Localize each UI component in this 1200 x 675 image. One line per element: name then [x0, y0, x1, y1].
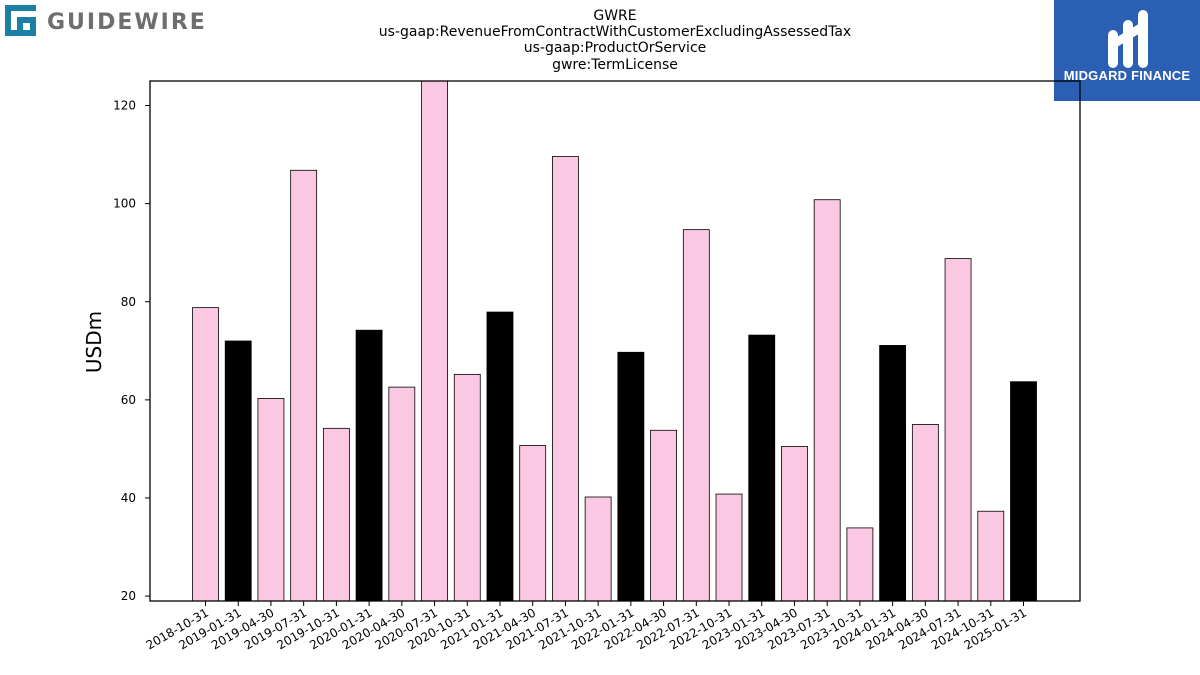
y-tick-label: 40 — [121, 491, 136, 505]
bar-2025-01-31 — [1010, 381, 1037, 602]
bar-2022-04-30 — [650, 429, 677, 602]
bar-2019-01-31 — [224, 340, 252, 602]
guidewire-logo-icon — [5, 5, 36, 36]
y-tick-label: 60 — [121, 393, 136, 407]
bar-2021-01-31 — [486, 311, 514, 602]
bar-2024-04-30 — [911, 423, 939, 602]
bar-2023-07-31 — [813, 199, 841, 602]
bar-2024-01-31 — [879, 345, 907, 602]
y-axis-ticks: 20 40 60 80 100 120 — [113, 99, 150, 603]
midgard-finance-logo-text: MIDGARD FINANCE — [1063, 68, 1191, 83]
bar-2024-10-31 — [977, 510, 1005, 602]
y-tick-label: 20 — [121, 589, 136, 603]
bar-2021-10-31 — [584, 496, 612, 602]
midgard-finance-logo-mark — [1108, 10, 1148, 68]
bar-2019-10-31 — [322, 427, 350, 602]
bar-2021-07-31 — [552, 156, 579, 602]
chart-title-line-1: GWRE — [593, 8, 636, 24]
bar-2024-07-31 — [944, 258, 972, 602]
bar-2023-01-31 — [748, 334, 776, 602]
bar-2019-07-31 — [290, 169, 318, 602]
bar-2020-04-30 — [388, 386, 416, 602]
bar-2019-04-30 — [257, 397, 285, 602]
chart-title: GWRE us-gaap:RevenueFromContractWithCust… — [379, 8, 851, 73]
midgard-finance-logo: MIDGARD FINANCE — [1054, 0, 1200, 101]
bar-2021-04-30 — [519, 445, 547, 602]
bars-group — [192, 80, 1037, 602]
chart-title-line-3: us-gaap:ProductOrService — [524, 40, 707, 56]
chart-title-line-4: gwre:TermLicense — [552, 57, 678, 73]
y-axis-label: USDm — [82, 311, 106, 373]
bar-2022-10-31 — [715, 493, 743, 602]
bar-2022-01-31 — [617, 351, 645, 602]
bar-2023-10-31 — [846, 527, 874, 602]
y-tick-label: 100 — [113, 197, 136, 211]
y-tick-label: 120 — [113, 99, 136, 113]
chart-title-line-2: us-gaap:RevenueFromContractWithCustomerE… — [379, 24, 851, 40]
guidewire-logo-text: GUIDEWIRE — [47, 10, 207, 35]
x-axis-ticks: 2018-10-312019-01-312019-04-302019-07-31… — [144, 601, 1029, 652]
bar-2020-01-31 — [355, 329, 383, 602]
guidewire-logo: GUIDEWIRE — [4, 4, 214, 38]
bar-2020-07-31 — [421, 80, 448, 602]
plot-frame — [149, 80, 1081, 602]
y-tick-label: 80 — [121, 295, 136, 309]
bar-2022-07-31 — [682, 229, 710, 602]
bar-2020-10-31 — [453, 373, 481, 602]
bar-2023-04-30 — [781, 446, 808, 602]
bar-2018-10-31 — [192, 307, 219, 602]
